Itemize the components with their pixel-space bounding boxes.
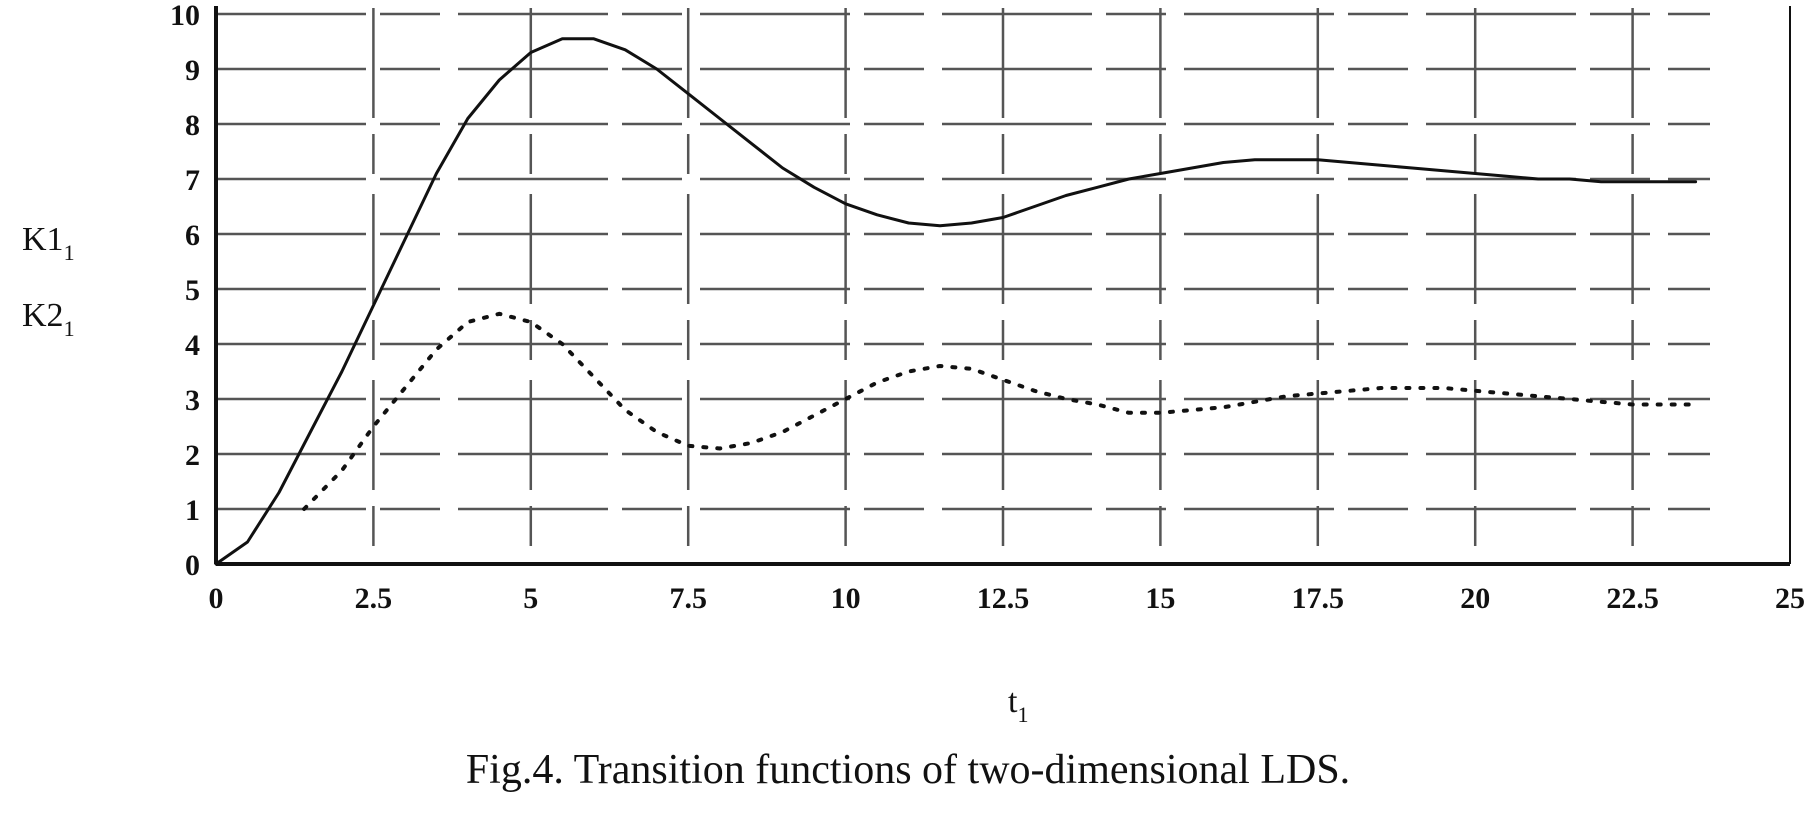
x-tick-label: 0 — [209, 582, 224, 615]
x-tick-label: 2.5 — [355, 582, 393, 615]
ylabel-k2-name: K2 — [22, 297, 64, 334]
series-line-1 — [214, 37, 1698, 566]
y-tick-label: 6 — [185, 219, 200, 252]
x-tick-label: 17.5 — [1292, 582, 1345, 615]
grid-lines — [216, 8, 1710, 564]
y-tick-label: 7 — [185, 164, 200, 197]
tick-labels: 0 1 2 3 4 5 6 7 8 9 10 0 2.5 5 7.5 10 12.5 15 17.5 20 22.5 25 — [170, 0, 1805, 615]
x-tick-label: 22.5 — [1606, 582, 1659, 615]
xlabel: t1 — [1008, 683, 1028, 727]
ylabel-k1-sub: 1 — [64, 240, 75, 265]
ylabel-k2: K21 — [22, 297, 75, 341]
series-line-2 — [302, 311, 1698, 511]
y-tick-label: 10 — [170, 0, 200, 32]
y-tick-label: 5 — [185, 274, 200, 307]
y-tick-label: 3 — [185, 384, 200, 417]
y-tick-label: 0 — [185, 549, 200, 582]
x-tick-label: 10 — [831, 582, 861, 615]
transition-functions-chart: 0 1 2 3 4 5 6 7 8 9 10 0 2.5 5 7.5 10 12.5 15 17.5 20 22.5 25… — [22, 0, 1805, 727]
axes — [214, 6, 1791, 566]
ylabel-k1-name: K1 — [22, 221, 64, 258]
x-tick-label: 12.5 — [977, 582, 1030, 615]
xlabel-sub: 1 — [1017, 702, 1028, 727]
ylabel-k2-sub: 1 — [64, 316, 75, 341]
series-group — [214, 37, 1698, 566]
x-tick-label: 20 — [1460, 582, 1490, 615]
y-tick-label: 9 — [185, 54, 200, 87]
x-tick-label: 7.5 — [669, 582, 707, 615]
ylabel-k1: K11 — [22, 221, 75, 265]
figure-caption: Fig.4. Transition functions of two-dimen… — [465, 747, 1351, 793]
y-tick-label: 8 — [185, 109, 200, 142]
y-tick-label: 2 — [185, 439, 200, 472]
x-tick-label: 5 — [523, 582, 538, 615]
x-tick-label: 15 — [1145, 582, 1175, 615]
y-tick-label: 1 — [185, 494, 200, 527]
xlabel-name: t — [1008, 683, 1018, 720]
x-tick-label: 25 — [1775, 582, 1805, 615]
y-tick-label: 4 — [185, 329, 200, 362]
